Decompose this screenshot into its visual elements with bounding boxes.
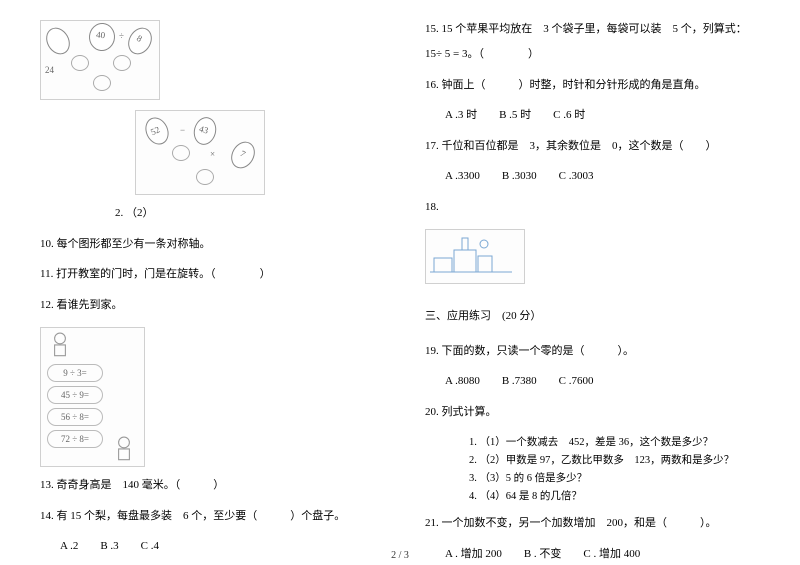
figure-2-caption: 2. （2） bbox=[40, 205, 375, 222]
question-17: 17. 千位和百位都是 3，其余数位是 0，这个数是（ ） bbox=[425, 138, 760, 155]
question-13: 13. 奇奇身高是 140 毫米。（ ） bbox=[40, 477, 375, 494]
fig1-n2: 8 bbox=[135, 33, 144, 44]
question-19-options: A .8080 B .7380 C .7600 bbox=[425, 373, 760, 390]
figure-1: 40 8 ÷ 24 bbox=[40, 20, 160, 100]
fig1-op1: ÷ bbox=[119, 31, 124, 41]
kid-icon-2 bbox=[113, 436, 135, 464]
fig2-op1: − bbox=[180, 125, 185, 135]
oval-4: 72 ÷ 8= bbox=[47, 430, 103, 448]
building-icon bbox=[426, 230, 516, 275]
question-15b: 15÷ 5 = 3。（ ） bbox=[425, 46, 760, 63]
page-number: 2 / 3 bbox=[0, 550, 800, 561]
question-18: 18. bbox=[425, 199, 760, 216]
section-3-title: 三、应用练习 (20 分） bbox=[425, 308, 760, 325]
q20-sub4: 4. （4）64 是 8 的几倍？ bbox=[469, 488, 760, 503]
fig2-op2: × bbox=[210, 149, 215, 159]
q20-sub3: 3. （3）5 的 6 倍是多少？ bbox=[469, 470, 760, 485]
fig2-n2: 43 bbox=[198, 124, 209, 136]
question-17-options: A .3300 B .3030 C .3003 bbox=[425, 168, 760, 185]
q20-sub2: 2. （2）甲数是 97，乙数比甲数多 123，两数和是多少？ bbox=[469, 452, 760, 467]
question-19: 19. 下面的数，只读一个零的是（ ）。 bbox=[425, 343, 760, 360]
oval-2: 45 ÷ 9= bbox=[47, 386, 103, 404]
question-21: 21. 一个加数不变，另一个加数增加 200，和是（ ）。 bbox=[425, 515, 760, 532]
kid-icon bbox=[49, 332, 71, 360]
oval-3: 56 ÷ 8= bbox=[47, 408, 103, 426]
question-20-subitems: 1. （1）一个数减去 452，差是 36，这个数是多少？ 2. （2）甲数是 … bbox=[425, 434, 760, 503]
fig1-n1: 40 bbox=[96, 30, 106, 41]
figure-4 bbox=[425, 229, 525, 284]
left-column: 40 8 ÷ 24 52 − 43 7 × 2. bbox=[30, 20, 400, 535]
fig1-n3: 24 bbox=[45, 65, 54, 75]
question-16-options: A .3 时 B .5 时 C .6 时 bbox=[425, 107, 760, 124]
q20-sub1: 1. （1）一个数减去 452，差是 36，这个数是多少？ bbox=[469, 434, 760, 449]
question-15a: 15. 15 个苹果平均放在 3 个袋子里，每袋可以装 5 个，列算式： bbox=[425, 20, 760, 36]
question-11: 11. 打开教室的门时，门是在旋转。（ ） bbox=[40, 266, 375, 283]
right-column: 15. 15 个苹果平均放在 3 个袋子里，每袋可以装 5 个，列算式： 15÷… bbox=[400, 20, 770, 535]
oval-1: 9 ÷ 3= bbox=[47, 364, 103, 382]
question-16: 16. 钟面上（ ）时整，时针和分针形成的角是直角。 bbox=[425, 77, 760, 94]
fig2-n3: 7 bbox=[238, 148, 247, 159]
question-10: 10. 每个图形都至少有一条对称轴。 bbox=[40, 236, 375, 253]
fig2-n1: 52 bbox=[149, 124, 161, 137]
question-14: 14. 有 15 个梨，每盘最多装 6 个，至少要（ ）个盘子。 bbox=[40, 508, 375, 525]
figure-2: 52 − 43 7 × bbox=[135, 110, 265, 195]
question-20: 20. 列式计算。 bbox=[425, 404, 760, 421]
question-12: 12. 看谁先到家。 bbox=[40, 297, 375, 314]
figure-3: 9 ÷ 3= 45 ÷ 9= 56 ÷ 8= 72 ÷ 8= bbox=[40, 327, 145, 467]
